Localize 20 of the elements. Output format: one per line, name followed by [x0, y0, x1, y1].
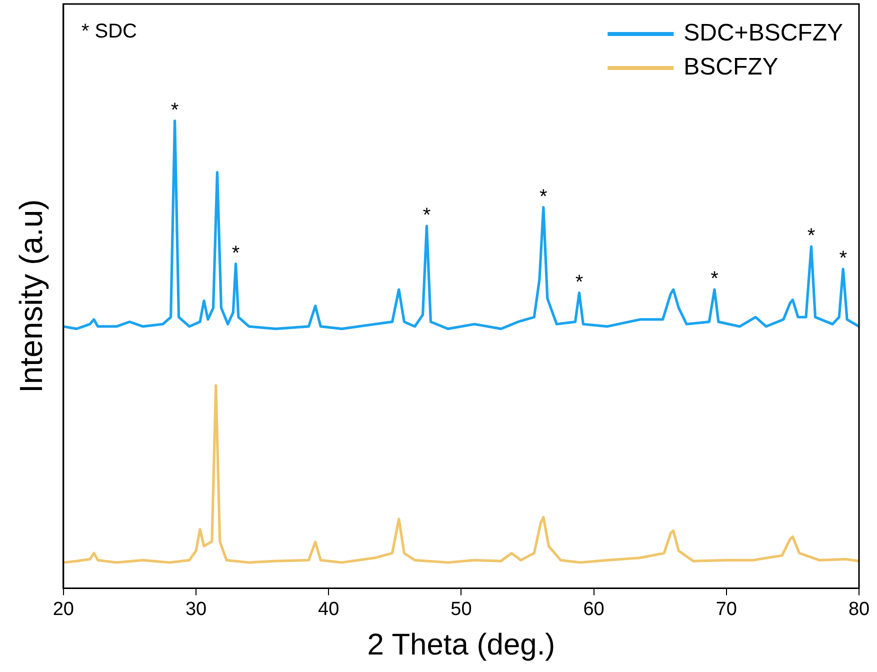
x-axis-title: 2 Theta (deg.): [367, 628, 556, 662]
x-tick-label: 80: [848, 598, 870, 620]
annotation: *: [807, 225, 816, 248]
annotation: *: [540, 186, 548, 208]
annotation: *: [575, 271, 584, 294]
x-tick-label: 20: [52, 598, 74, 620]
legend-label: SDC+BSCFZY: [684, 20, 844, 47]
annotation: *: [710, 268, 719, 290]
text: * SDC: [81, 20, 137, 43]
annotation: *: [232, 242, 240, 264]
annotation: *: [170, 99, 179, 122]
legend-label: BSCFZY: [684, 54, 778, 81]
annotation: *: [422, 204, 431, 227]
x-tick-label: 50: [450, 598, 472, 620]
x-tick-label: 60: [583, 598, 604, 620]
x-tick-label: 40: [318, 598, 340, 620]
y-axis-title: Intensity (a.u): [13, 199, 50, 394]
annotation: *: [839, 248, 848, 270]
x-tick-label: 30: [185, 598, 207, 620]
x-tick-label: 70: [716, 598, 737, 620]
